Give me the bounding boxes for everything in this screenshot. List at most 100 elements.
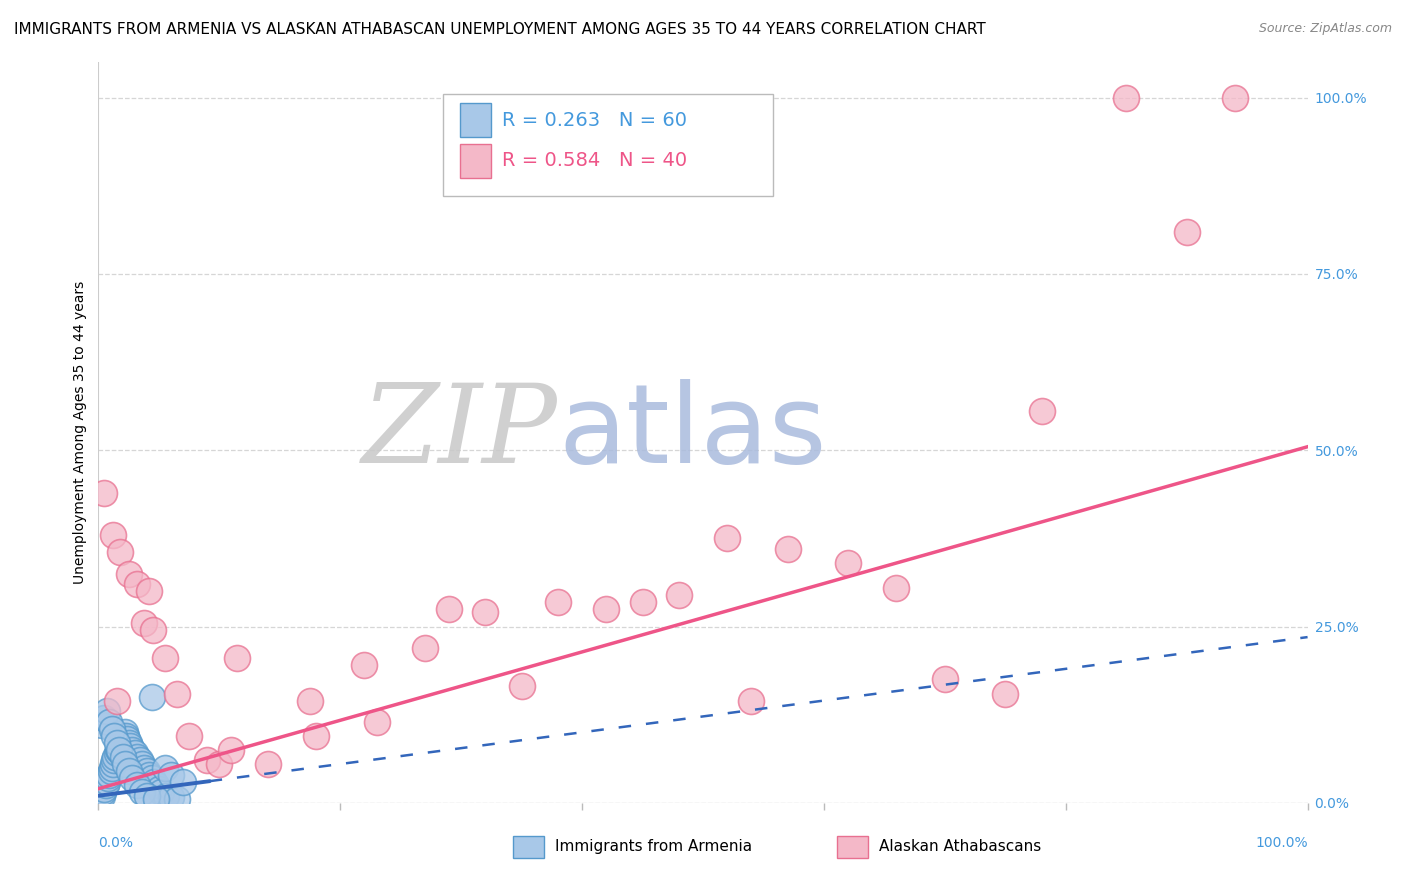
Point [150,785,173,799]
Point [134,615,156,630]
Point [994,686,1017,700]
Point [668,588,690,602]
Point [366,714,388,729]
Text: Alaskan Athabascans: Alaskan Athabascans [879,839,1040,855]
Point [118,736,141,750]
Text: R = 0.584   N = 40: R = 0.584 N = 40 [502,151,688,170]
Point [208,757,231,772]
Y-axis label: Unemployment Among Ages 35 to 44 years: Unemployment Among Ages 35 to 44 years [73,281,87,584]
Point [226,651,249,665]
Text: 100.0%: 100.0% [1256,836,1308,850]
Point [105,736,128,750]
Point [299,693,322,707]
Point [135,764,157,778]
Point [716,532,738,546]
Point [105,747,128,761]
Text: IMMIGRANTS FROM ARMENIA VS ALASKAN ATHABASCAN UNEMPLOYMENT AMONG AGES 35 TO 44 Y: IMMIGRANTS FROM ARMENIA VS ALASKAN ATHAB… [14,22,986,37]
Point [145,792,167,806]
Text: Immigrants from Armenia: Immigrants from Armenia [555,839,752,855]
Point [121,771,143,785]
Point [160,767,183,781]
Point [107,743,129,757]
Point [127,577,149,591]
Point [103,754,125,768]
Point [100,764,122,778]
Point [134,760,156,774]
Point [153,760,176,774]
Point [221,743,243,757]
Point [101,528,124,542]
Point [118,739,141,754]
Point [124,747,146,761]
Point [91,718,114,732]
Point [776,541,799,556]
Point [437,602,460,616]
Point [160,790,183,805]
Point [93,711,115,725]
Point [166,686,188,700]
Point [631,595,654,609]
Point [98,714,121,729]
Point [305,729,328,743]
Point [547,595,569,609]
Point [148,781,170,796]
Point [105,693,128,707]
Point [100,722,122,736]
Point [172,774,194,789]
Point [740,693,762,707]
Point [112,729,135,743]
Point [155,789,177,803]
Point [114,757,136,772]
Point [195,754,218,768]
Point [97,771,120,785]
Point [353,658,375,673]
Point [141,690,163,704]
Point [96,774,118,789]
Point [108,545,131,559]
Point [127,750,149,764]
Text: atlas: atlas [558,379,827,486]
Point [141,771,163,785]
Point [153,651,176,665]
Point [93,781,115,796]
Point [91,789,114,803]
Point [474,606,496,620]
Point [104,750,127,764]
Point [138,584,160,599]
Point [1115,91,1137,105]
Point [143,774,166,789]
Point [117,732,139,747]
Point [103,729,125,743]
Point [118,764,141,778]
Point [510,680,533,694]
Point [179,729,201,743]
Point [837,556,859,570]
Point [131,785,153,799]
Point [101,757,124,772]
Point [413,640,436,655]
Point [145,778,167,792]
Point [127,778,149,792]
Point [93,485,115,500]
Text: ZIP: ZIP [361,379,558,486]
Point [100,760,122,774]
Point [114,725,136,739]
Point [1175,225,1198,239]
Point [1031,404,1053,418]
Point [111,732,134,747]
Point [142,623,165,637]
Point [256,757,278,772]
Point [138,767,160,781]
Point [1223,91,1246,105]
Point [121,743,143,757]
Text: Source: ZipAtlas.com: Source: ZipAtlas.com [1258,22,1392,36]
Point [166,791,188,805]
Point [128,754,150,768]
Text: R = 0.263   N = 60: R = 0.263 N = 60 [502,111,688,130]
Point [111,750,134,764]
Point [131,757,153,772]
Point [98,767,121,781]
Point [115,729,138,743]
Point [108,739,131,754]
Point [96,704,118,718]
